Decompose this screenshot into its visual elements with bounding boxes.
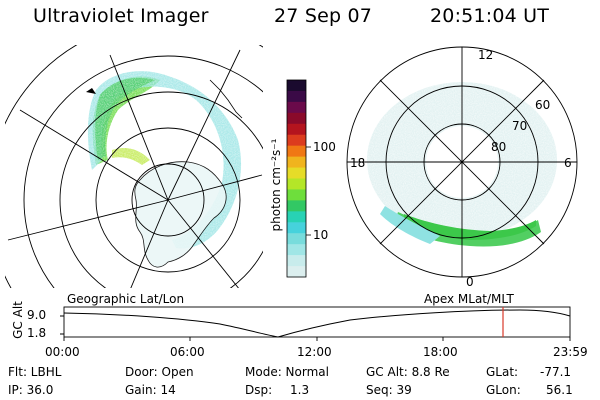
geographic-caption: Geographic Lat/Lon <box>67 292 185 306</box>
xtick-1800: 18:00 <box>423 345 458 359</box>
colorbar-segment <box>287 167 306 179</box>
colorbar-unit-label: photon cm⁻²s⁻¹ <box>269 138 283 232</box>
apex-caption: Apex MLat/MLT <box>424 292 514 306</box>
ytick-9: 9.0 <box>27 308 47 322</box>
colorbar-segment <box>287 200 306 212</box>
colorbar-segment <box>287 244 306 256</box>
mlat-label-80: 80 <box>491 140 507 154</box>
mlt-label-0: 0 <box>466 275 474 289</box>
status-glat-label: GLat: <box>486 365 519 379</box>
mlt-label-6: 6 <box>564 156 572 170</box>
colorbar-tick-100: 100 <box>313 140 336 154</box>
geographic-map <box>5 45 263 288</box>
xtick-0600: 06:00 <box>170 345 205 359</box>
colorbar-segment <box>287 145 306 158</box>
mlat-label-60: 60 <box>535 98 551 112</box>
colorbar-segment <box>287 233 306 245</box>
colorbar-segment <box>287 222 306 234</box>
mlat-label-70: 70 <box>512 119 528 133</box>
colorbar-tick-10: 10 <box>313 228 329 242</box>
colorbar-segment <box>287 255 306 267</box>
mlt-label-18: 18 <box>350 156 366 170</box>
status-dsp-value: 1.3 <box>290 383 310 397</box>
status-glon-value: 56.1 <box>546 383 573 397</box>
colorbar <box>287 80 306 278</box>
xtick-2359: 23:59 <box>553 345 588 359</box>
colorbar-segment <box>287 123 306 136</box>
status-ip: IP: 36.0 <box>8 383 54 397</box>
header-time: 20:51:04 UT <box>430 5 550 27</box>
colorbar-segment <box>287 134 306 147</box>
status-door: Door: Open <box>125 365 194 379</box>
header-title: Ultraviolet Imager <box>33 5 209 27</box>
xtick-1200: 12:00 <box>297 345 332 359</box>
status-dsp-label: Dsp: <box>245 383 273 397</box>
magnetic-map <box>346 46 578 278</box>
colorbar-segment <box>287 112 306 125</box>
status-glat-value: -77.1 <box>540 365 572 379</box>
colorbar-segment <box>287 80 306 92</box>
xtick-0000: 00:00 <box>45 345 80 359</box>
colorbar-segment <box>287 266 306 278</box>
colorbar-segment <box>287 178 306 190</box>
header-date: 27 Sep 07 <box>274 5 373 27</box>
altitude-curve <box>63 309 571 338</box>
timeline-plot <box>60 306 571 341</box>
status-gain: Gain: 14 <box>125 383 176 397</box>
colorbar-segment <box>287 90 306 103</box>
colorbar-segment <box>287 211 306 223</box>
ytick-1-8: 1.8 <box>27 326 47 340</box>
colorbar-segment <box>287 101 306 114</box>
status-glon-label: GLon: <box>486 383 521 397</box>
status-gcalt: GC Alt: 8.8 Re <box>366 365 450 379</box>
colorbar-segment <box>287 156 306 169</box>
mlt-label-12: 12 <box>478 48 494 62</box>
status-flt: Flt: LBHL <box>8 365 62 379</box>
colorbar-segment <box>287 189 306 201</box>
status-seq: Seq: 39 <box>366 383 412 397</box>
timeline-ylabel: GC Alt <box>11 301 25 339</box>
status-mode: Mode: Normal <box>245 365 329 379</box>
